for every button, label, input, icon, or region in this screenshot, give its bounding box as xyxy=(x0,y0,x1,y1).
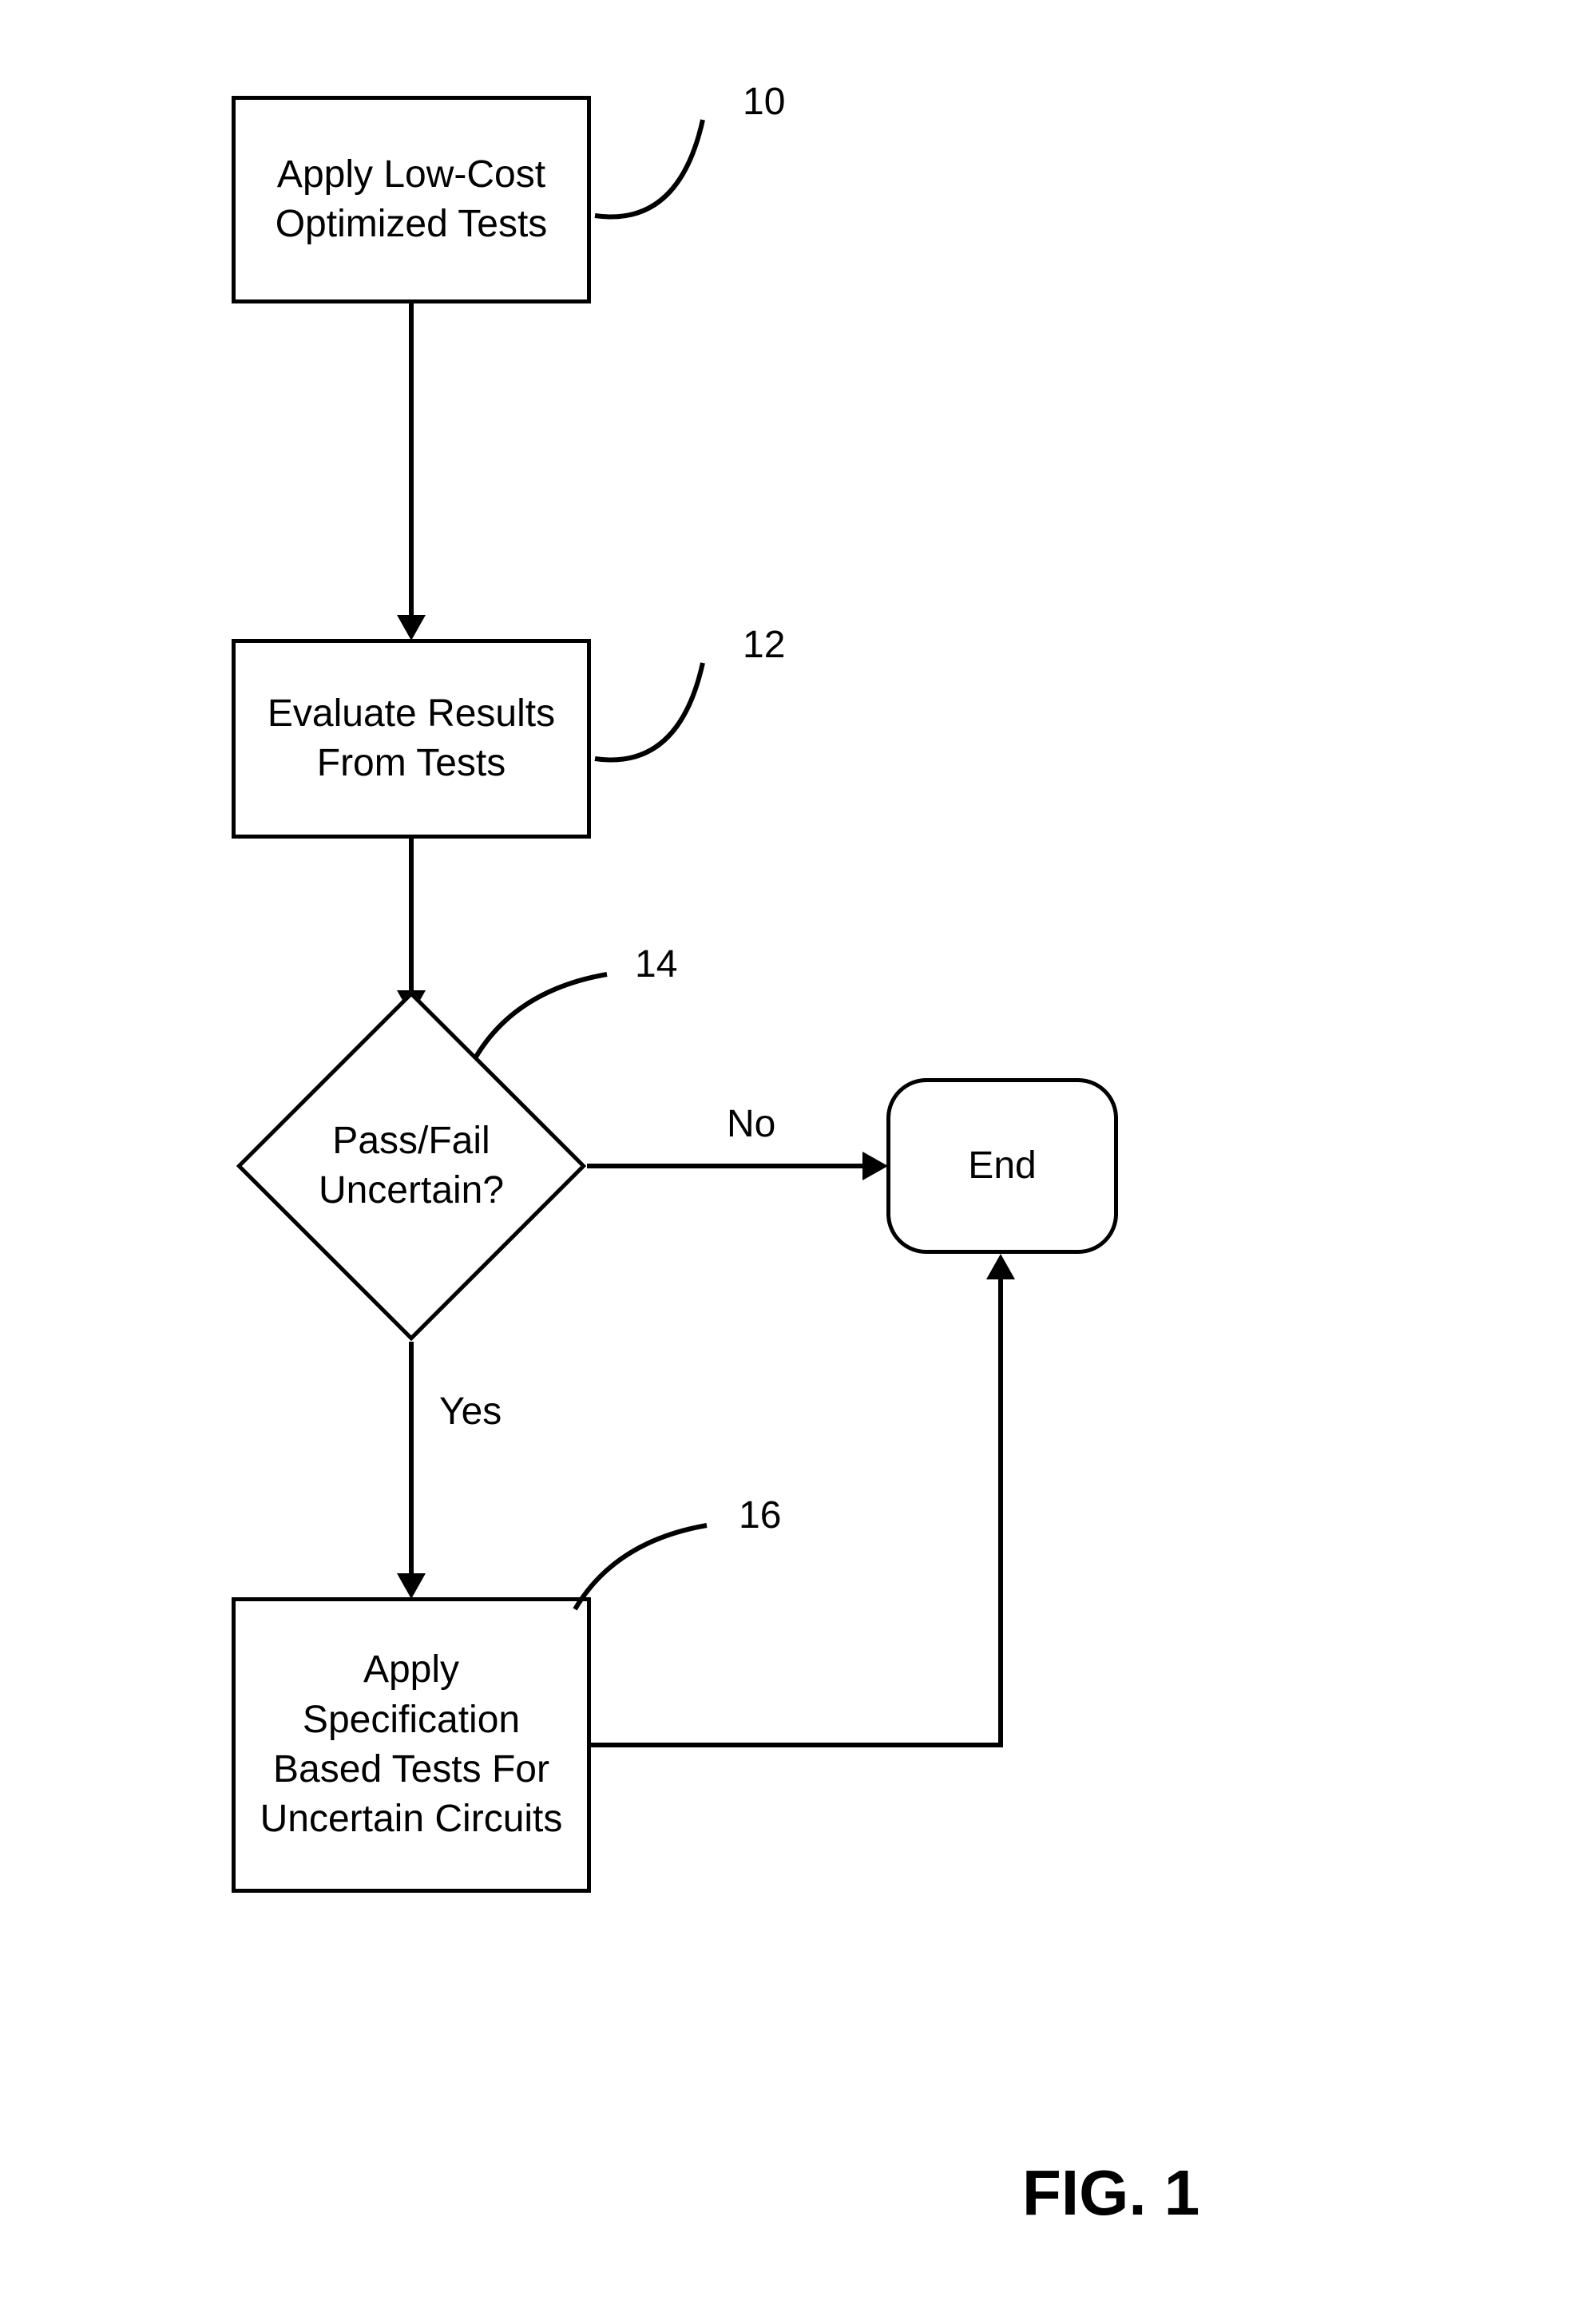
callout-number-14: 14 xyxy=(635,942,677,986)
edge-label-yes: Yes xyxy=(439,1390,502,1434)
node-evaluate-results-text: Evaluate ResultsFrom Tests xyxy=(252,673,571,805)
figure-label: FIG. 1 xyxy=(1022,2156,1199,2230)
arrowhead-16-to-end xyxy=(986,1254,1015,1279)
callout-number-12: 12 xyxy=(743,623,785,667)
node-evaluate-results: Evaluate ResultsFrom Tests xyxy=(232,639,591,839)
arrowhead-14-to-end xyxy=(862,1152,888,1180)
node-end: End xyxy=(886,1078,1118,1254)
node-passfail-text: Pass/FailUncertain? xyxy=(236,990,587,1342)
arrowhead-14-to-16 xyxy=(397,1573,426,1599)
arrow-14-to-end xyxy=(587,1164,866,1168)
node-apply-spec-text: ApplySpecificationBased Tests ForUncerta… xyxy=(244,1629,579,1861)
node-apply-spec: ApplySpecificationBased Tests ForUncerta… xyxy=(232,1597,591,1893)
callout-number-10: 10 xyxy=(743,80,785,124)
arrow-12-to-14 xyxy=(409,839,414,994)
callout-number-16: 16 xyxy=(739,1493,781,1537)
arrowhead-10-to-12 xyxy=(397,615,426,640)
arrow-16-to-end-h xyxy=(591,1743,1003,1747)
node-passfail-uncertain: Pass/FailUncertain? xyxy=(236,990,587,1342)
arrow-10-to-12 xyxy=(409,303,414,619)
node-apply-low-cost-text: Apply Low-CostOptimized Tests xyxy=(260,134,564,266)
callout-curve-12 xyxy=(591,651,735,771)
callout-curve-10 xyxy=(591,108,735,228)
arrow-16-to-end-v xyxy=(998,1278,1003,1747)
callout-curve-16 xyxy=(567,1493,727,1613)
node-end-text: End xyxy=(952,1125,1052,1207)
node-apply-low-cost: Apply Low-CostOptimized Tests xyxy=(232,96,591,303)
flowchart-container: Apply Low-CostOptimized Tests 10 Evaluat… xyxy=(232,96,1350,2172)
arrow-14-to-16 xyxy=(409,1342,414,1577)
edge-label-no: No xyxy=(727,1102,775,1146)
